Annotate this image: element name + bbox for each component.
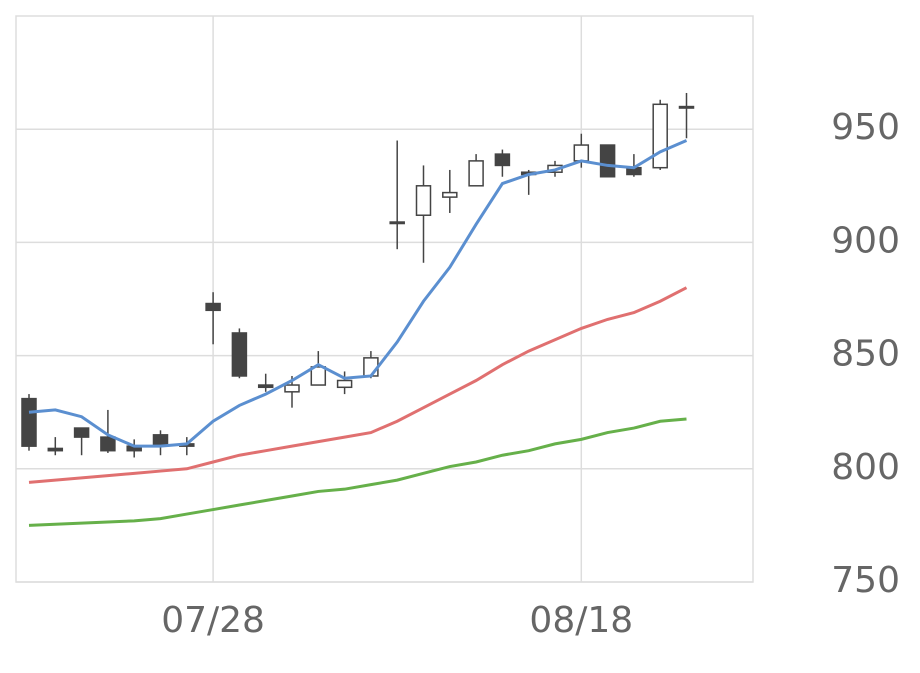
plot-frame xyxy=(15,15,754,583)
moving-average-line xyxy=(28,139,688,448)
candle-body xyxy=(599,144,616,178)
y-tick-label: 900 xyxy=(831,220,900,261)
candle-body xyxy=(442,191,458,198)
candle-body xyxy=(389,221,405,225)
candle-body xyxy=(494,153,511,167)
candle-body xyxy=(336,379,353,389)
candle-body xyxy=(310,366,327,386)
candle-body xyxy=(205,302,221,312)
candle-body xyxy=(47,447,64,452)
candle-body xyxy=(468,160,484,187)
candle-body xyxy=(257,384,274,389)
y-tick-label: 850 xyxy=(831,334,900,375)
candle-body xyxy=(415,185,432,216)
moving-average-line xyxy=(28,286,688,484)
y-tick-label: 750 xyxy=(831,560,900,601)
candle-body xyxy=(231,332,248,377)
y-tick-label: 950 xyxy=(831,107,900,148)
candle-body xyxy=(100,436,116,452)
x-tick-label: 07/28 xyxy=(161,600,265,641)
candle-body xyxy=(21,397,37,447)
candle-body xyxy=(73,427,90,438)
moving-average-line xyxy=(28,417,687,527)
candle-body xyxy=(284,384,300,393)
candle-body xyxy=(652,103,668,169)
candle-body xyxy=(573,144,590,162)
x-tick-label: 08/18 xyxy=(529,600,633,641)
candle-body xyxy=(678,105,695,109)
candle-body xyxy=(363,357,379,377)
y-tick-label: 800 xyxy=(831,447,900,488)
